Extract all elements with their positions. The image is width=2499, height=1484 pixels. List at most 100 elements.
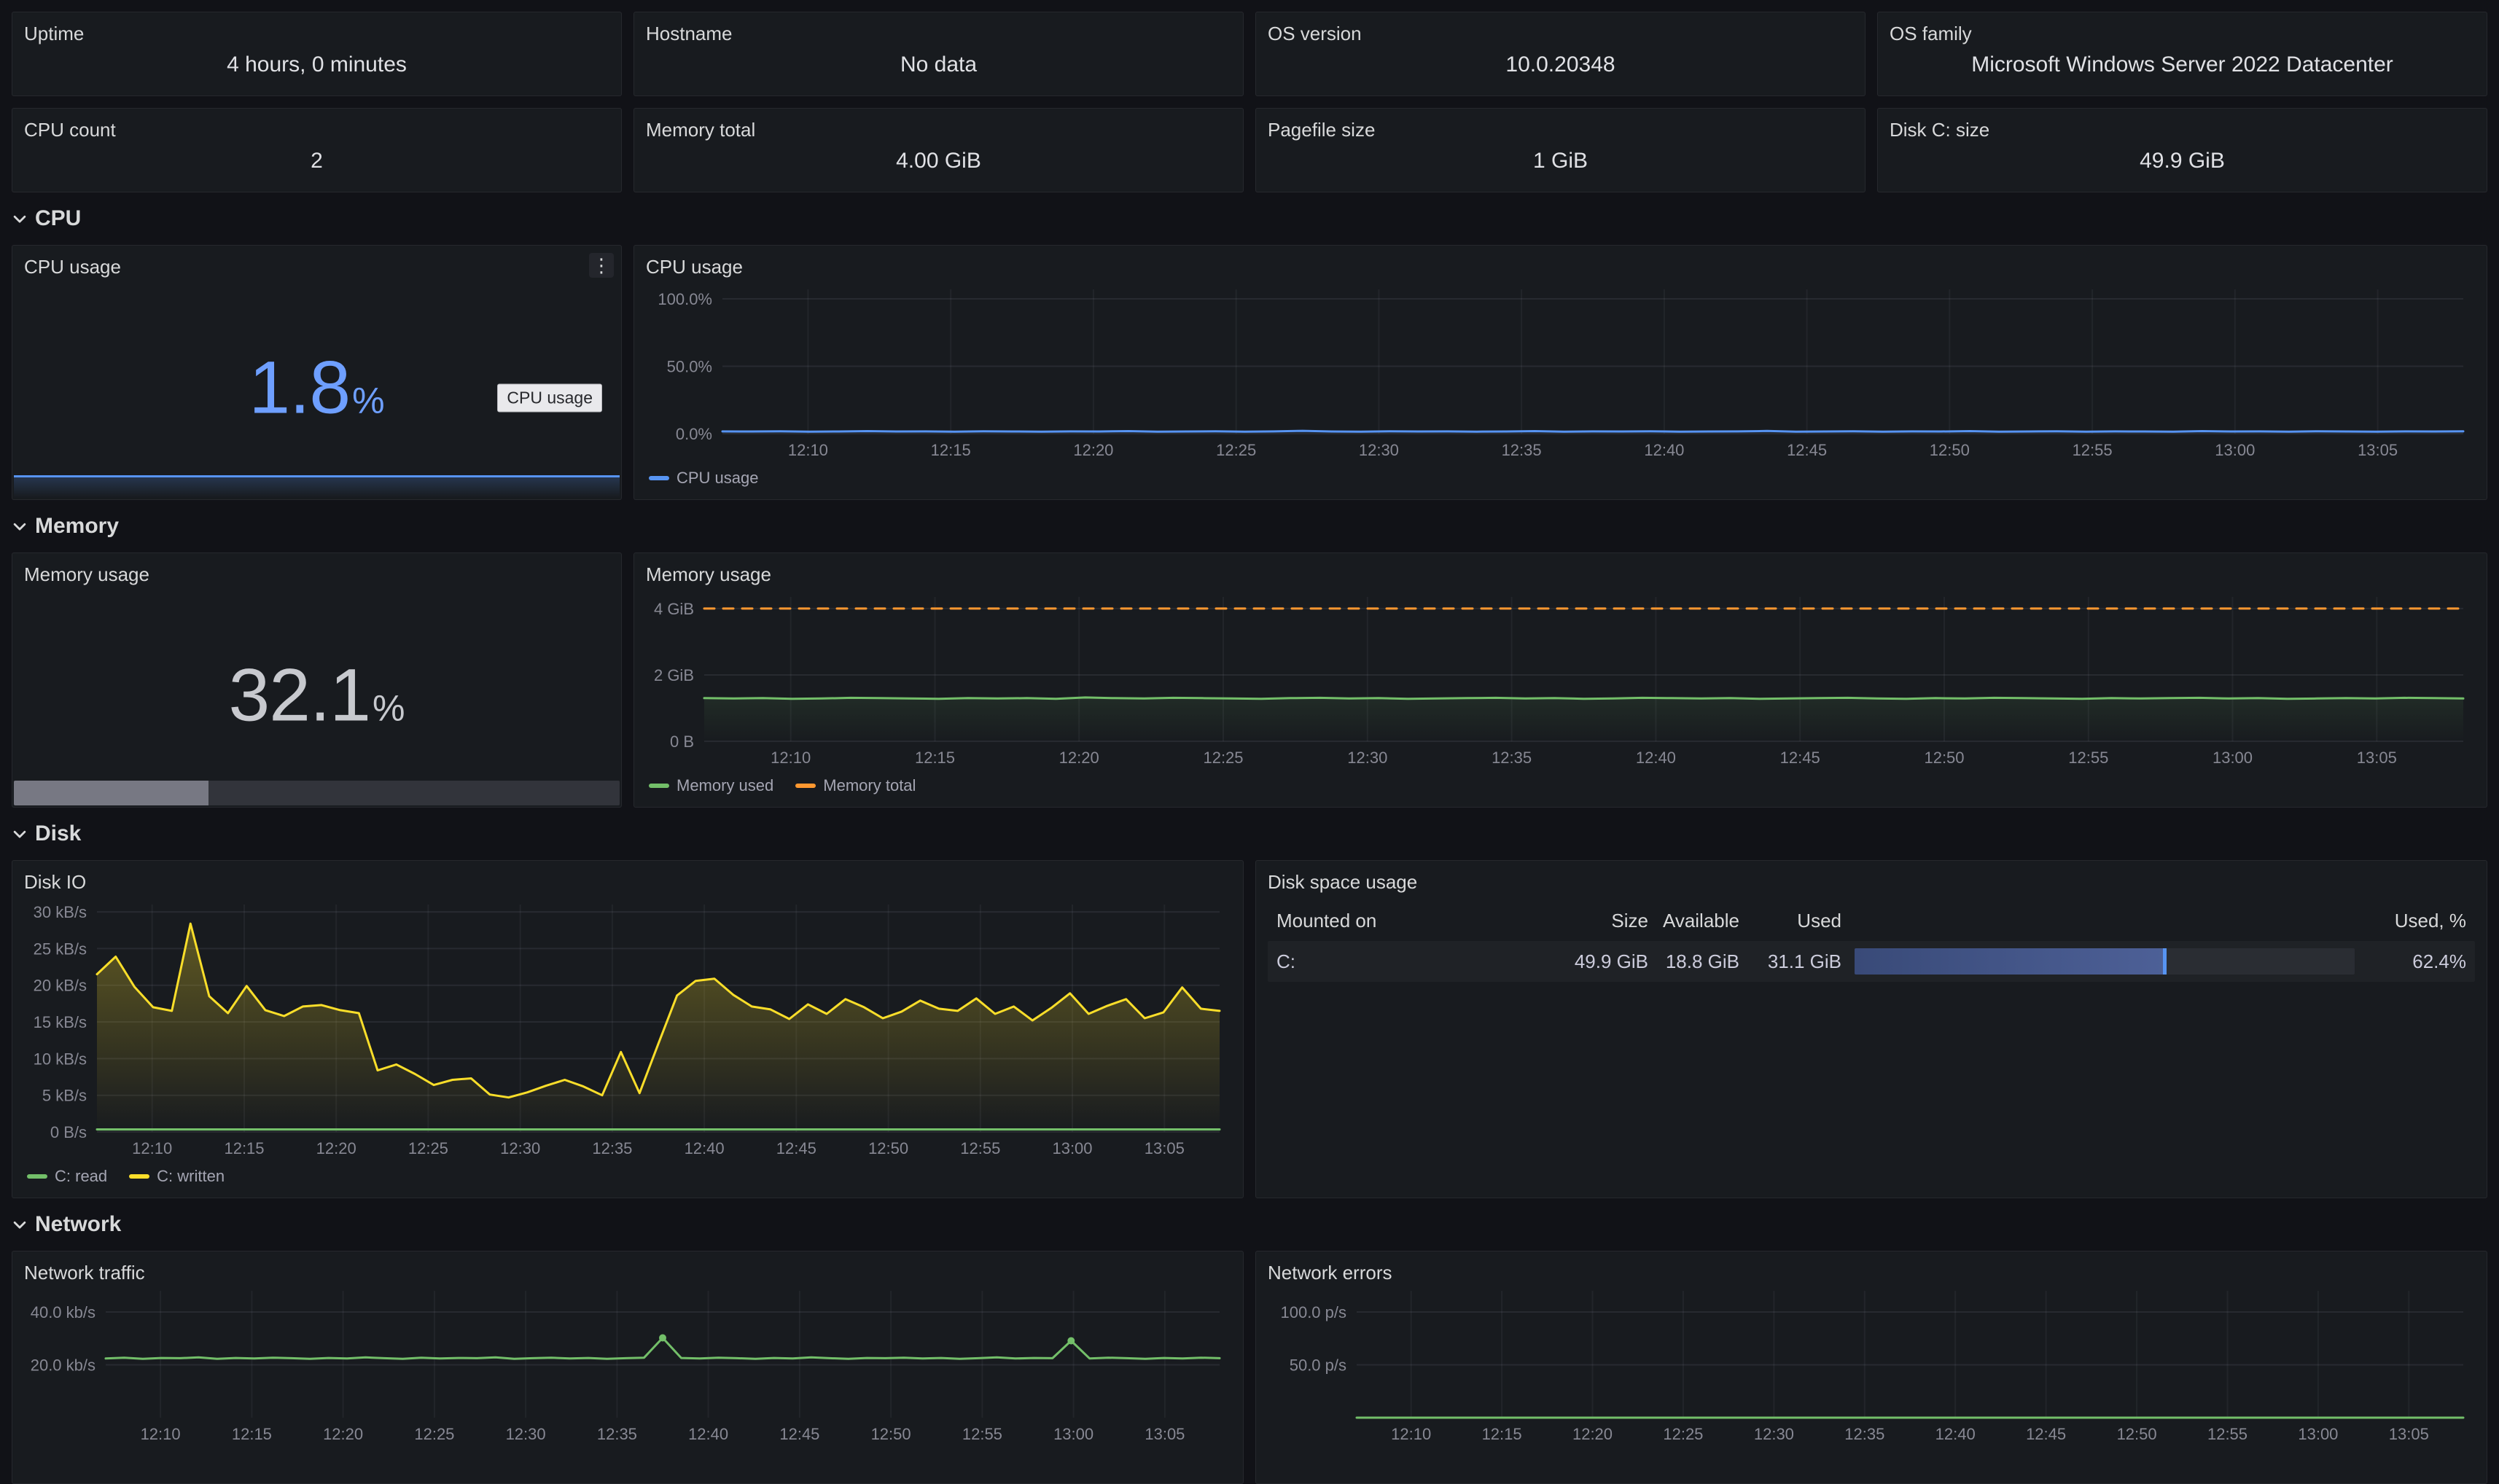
section-header-network[interactable]: Network <box>12 1210 2487 1239</box>
stat-panel-hostname: Hostname No data <box>633 12 1244 96</box>
section-title: Memory <box>35 514 120 538</box>
axis-tick-label: 12:20 <box>1073 441 1113 459</box>
panel-title[interactable]: Uptime <box>24 23 85 44</box>
column-header-used[interactable]: Used <box>1797 909 1841 932</box>
axis-tick-label: 12:35 <box>1502 441 1542 459</box>
axis-tick-label: 13:05 <box>2389 1425 2429 1443</box>
axis-tick-label: 100.0 p/s <box>1280 1303 1346 1321</box>
column-header-used-percent[interactable]: Used, % <box>2394 909 2466 932</box>
axis-tick-label: 12:50 <box>1930 441 1970 459</box>
axis-tick-label: 12:10 <box>788 441 828 459</box>
data-point-marker <box>659 1334 666 1342</box>
panel-title[interactable]: Memory total <box>646 119 756 141</box>
memory-gauge-fill <box>14 781 208 805</box>
network-row: Network traffic 20.0 kb/s 40.0 kb/s 12:10 1… <box>12 1251 2487 1484</box>
column-header-mounted-on[interactable]: Mounted on <box>1276 909 1377 932</box>
axis-tick-label: 12:30 <box>500 1139 540 1157</box>
panel-title[interactable]: Hostname <box>646 23 733 44</box>
panel-menu-kebab-icon[interactable]: ⋮ <box>589 253 614 278</box>
panel-title[interactable]: Disk IO <box>24 871 87 893</box>
section-header-disk[interactable]: Disk <box>12 819 2487 848</box>
panel-title[interactable]: Network traffic <box>24 1262 145 1284</box>
axis-tick-label: 0 B/s <box>50 1123 87 1141</box>
panel-title[interactable]: CPU usage <box>24 256 121 278</box>
network-traffic-chart[interactable]: 20.0 kb/s 40.0 kb/s 12:10 12:15 12:20 12:25 12… <box>24 1285 1231 1450</box>
cpu-sparkline <box>14 475 620 498</box>
section-header-memory[interactable]: Memory <box>12 512 2487 541</box>
axis-tick-label: 12:25 <box>408 1139 448 1157</box>
axis-tick-label: 25 kB/s <box>34 940 87 958</box>
chevron-down-icon <box>12 1217 28 1233</box>
axis-tick-label: 12:55 <box>2207 1425 2247 1443</box>
network-errors-chart[interactable]: 50.0 p/s 100.0 p/s 12:10 12:15 12:20 12:25 12:… <box>1268 1285 2475 1450</box>
panel-title[interactable]: CPU count <box>24 119 116 141</box>
panel-title[interactable]: OS family <box>1890 23 1972 44</box>
panel-title[interactable]: Memory usage <box>646 563 771 585</box>
panel-title[interactable]: Network errors <box>1268 1262 1392 1284</box>
axis-tick-label: 12:40 <box>688 1425 728 1443</box>
memory-gauge <box>14 781 620 805</box>
panel-title[interactable]: Memory usage <box>24 563 149 585</box>
axis-tick-label: 12:20 <box>1572 1425 1613 1443</box>
legend-item[interactable]: CPU usage <box>649 469 759 488</box>
series-color-swatch <box>649 476 669 480</box>
used-percent-bar-track <box>1855 948 2355 975</box>
panel-title[interactable]: Disk space usage <box>1268 871 1418 893</box>
axis-tick-label: 40.0 kb/s <box>31 1303 95 1321</box>
legend-item[interactable]: C: read <box>27 1167 107 1186</box>
cell-mounted-on: C: <box>1276 950 1295 972</box>
section-title: CPU <box>35 206 82 230</box>
axis-tick-label: 12:15 <box>915 749 955 767</box>
axis-tick-label: 13:00 <box>1052 1139 1092 1157</box>
axis-tick-label: 0 B <box>670 733 694 751</box>
axis-tick-label: 13:00 <box>1053 1425 1093 1443</box>
series-line <box>703 696 2465 700</box>
legend-item[interactable]: Memory used <box>649 776 773 795</box>
legend-item[interactable]: C: written <box>129 1167 225 1186</box>
series-color-swatch <box>649 784 669 788</box>
axis-tick-label: 13:05 <box>1145 1425 1185 1443</box>
axis-tick-label: 2 GiB <box>654 666 694 684</box>
cpu-usage-stat-panel: CPU usage ⋮ 1.8% CPU usage <box>12 245 622 500</box>
axis-tick-label: 12:15 <box>931 441 971 459</box>
column-header-size[interactable]: Size <box>1611 909 1648 932</box>
grafana-dashboard: Uptime 4 hours, 0 minutes Hostname No da… <box>12 12 2487 1484</box>
section-header-cpu[interactable]: CPU <box>12 204 2487 233</box>
panel-title[interactable]: Pagefile size <box>1268 119 1376 141</box>
stat-unit: % <box>373 687 405 729</box>
disk-row: Disk IO 0 B/s 5 kB/s 10 kB/s 15 kB/s 20 kB/s… <box>12 860 2487 1198</box>
panel-title[interactable]: Disk C: size <box>1890 119 1990 141</box>
cpu-row: CPU usage ⋮ 1.8% CPU usage CPU usage 0.0… <box>12 245 2487 500</box>
memory-usage-chart[interactable]: 0 B 2 GiB 4 GiB 12:10 12:15 12:20 12:25 12:30 12… <box>646 587 2475 773</box>
legend-item[interactable]: Memory total <box>795 776 916 795</box>
axis-tick-label: 20.0 kb/s <box>31 1356 95 1375</box>
axis-tick-label: 50.0 p/s <box>1290 1356 1346 1375</box>
stat-value: 2 <box>311 149 323 173</box>
axis-tick-label: 12:35 <box>1844 1425 1884 1443</box>
axis-tick-label: 12:15 <box>232 1425 272 1443</box>
axis-tick-label: 12:40 <box>685 1139 725 1157</box>
axis-tick-label: 5 kB/s <box>42 1087 87 1105</box>
axis-tick-label: 12:20 <box>1059 749 1099 767</box>
axis-tick-label: 13:00 <box>2213 749 2253 767</box>
memory-row: Memory usage 32.1% Memory usage 0 B 2 GiB… <box>12 552 2487 808</box>
cpu-usage-chart[interactable]: 0.0% 50.0% 100.0% 12:10 12:15 12:20 12:25 12:30… <box>646 279 2475 466</box>
axis-tick-label: 12:45 <box>1787 441 1827 459</box>
series-color-swatch <box>27 1174 47 1179</box>
panel-title[interactable]: CPU usage <box>646 256 743 278</box>
network-errors-panel: Network errors 50.0 p/s 100.0 p/s 12:10 12:… <box>1255 1251 2487 1484</box>
axis-tick-label: 12:50 <box>2117 1425 2157 1443</box>
cpu-usage-big-value: 1.8% <box>12 345 621 430</box>
axis-tick-label: 12:55 <box>2068 749 2108 767</box>
series-color-swatch <box>129 1174 150 1179</box>
axis-tick-label: 12:25 <box>1663 1425 1703 1443</box>
stat-value: Microsoft Windows Server 2022 Datacenter <box>1971 52 2393 77</box>
stats-row-2: CPU count 2 Memory total 4.00 GiB Pagefi… <box>12 108 2487 192</box>
column-header-available[interactable]: Available <box>1662 909 1739 932</box>
panel-title[interactable]: OS version <box>1268 23 1362 44</box>
stat-panel-disk-c-size: Disk C: size 49.9 GiB <box>1877 108 2487 192</box>
axis-tick-label: 12:40 <box>1636 749 1676 767</box>
table-header-row: Mounted on Size Available Used Used, % <box>1268 900 2475 941</box>
axis-tick-label: 12:45 <box>2026 1425 2066 1443</box>
disk-io-chart[interactable]: 0 B/s 5 kB/s 10 kB/s 15 kB/s 20 kB/s 25 kB/s 3… <box>24 894 1231 1164</box>
